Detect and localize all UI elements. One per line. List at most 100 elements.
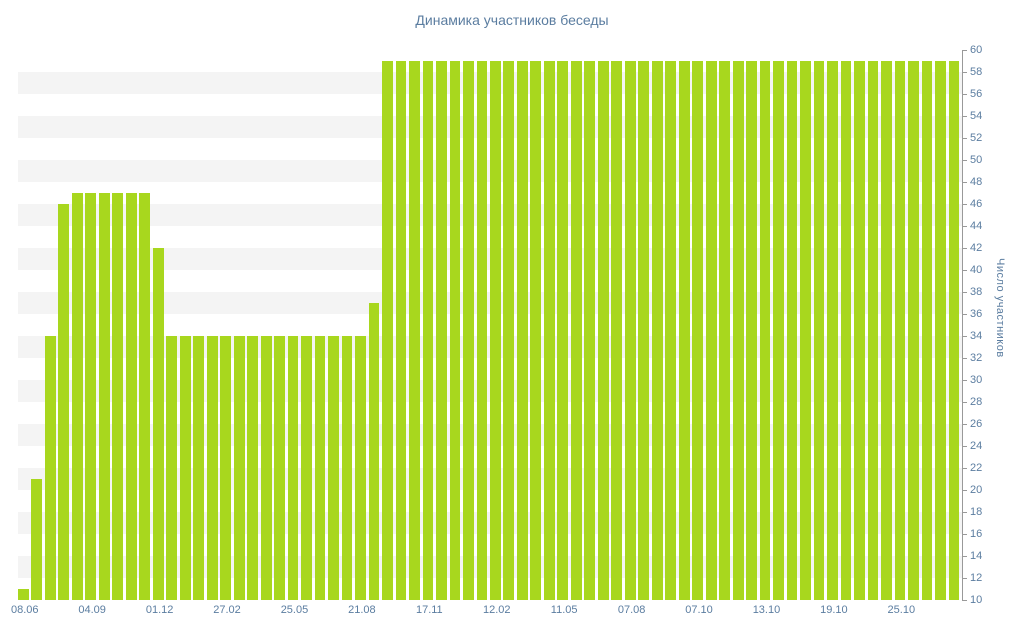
bar	[638, 61, 650, 600]
y-tick-label: 22	[970, 462, 983, 474]
y-tick-label: 30	[970, 374, 983, 386]
bar	[746, 61, 757, 600]
y-tick	[962, 94, 967, 95]
bar	[948, 61, 960, 600]
y-tick	[962, 490, 967, 491]
bar	[732, 61, 744, 600]
x-axis-label: 17.11	[415, 604, 443, 616]
y-tick-label: 12	[970, 572, 983, 584]
bar	[355, 336, 366, 600]
bar	[719, 61, 731, 600]
y-tick-label: 40	[970, 264, 983, 276]
x-axis-label: 01.12	[145, 604, 174, 616]
y-tick	[962, 160, 967, 161]
bar	[692, 61, 704, 600]
bar	[908, 61, 919, 600]
bar	[287, 336, 299, 600]
y-axis: 60 58 56 54 52 50 48 46 44 42 40 38 36 34 32 30 28 26 24 22…	[962, 44, 1022, 606]
y-axis-line	[962, 50, 963, 601]
x-axis-label: 19.10	[820, 604, 848, 616]
bar	[44, 336, 56, 600]
bar	[382, 61, 393, 600]
bar	[813, 61, 825, 600]
bar	[840, 61, 852, 600]
bar	[18, 589, 29, 600]
bar	[422, 61, 434, 600]
bar	[867, 61, 879, 600]
bar	[921, 61, 933, 600]
y-tick-label: 38	[970, 286, 983, 298]
x-axis-label: 04.09	[78, 604, 106, 616]
bar	[314, 336, 326, 600]
y-tick-label: 20	[970, 484, 983, 496]
bar	[773, 61, 784, 600]
y-tick	[962, 116, 967, 117]
bar	[58, 204, 70, 600]
y-axis-title: Число участников	[994, 258, 1006, 358]
bar	[476, 61, 488, 600]
x-axis-label: 25.10	[887, 604, 916, 616]
x-axis-label: 08.06	[10, 604, 39, 616]
y-tick-label: 18	[970, 506, 983, 518]
x-axis-label: 12.02	[482, 604, 511, 616]
bar	[328, 336, 339, 600]
bar	[98, 193, 110, 600]
y-tick	[962, 358, 967, 359]
bar	[516, 61, 528, 600]
y-tick-label: 54	[970, 110, 983, 122]
chart-title: Динамика участников беседы	[415, 12, 609, 28]
bar	[624, 61, 636, 600]
bar	[463, 61, 474, 600]
y-tick-label: 28	[970, 396, 983, 408]
y-tick	[962, 446, 967, 447]
y-tick-label: 32	[970, 352, 983, 364]
y-tick	[962, 380, 967, 381]
x-axis-label: 11.05	[550, 604, 578, 616]
y-tick-label: 58	[970, 66, 983, 78]
y-tick-label: 42	[970, 242, 983, 254]
y-tick-label: 26	[970, 418, 983, 430]
y-tick	[962, 314, 967, 315]
y-tick	[962, 578, 967, 579]
y-tick-label: 60	[970, 44, 983, 56]
y-tick-label: 34	[970, 330, 983, 342]
bar	[152, 248, 164, 600]
y-tick-label: 36	[970, 308, 983, 320]
bar	[274, 336, 285, 600]
y-tick	[962, 336, 967, 337]
x-axis-label: 13.10	[752, 604, 781, 616]
bar	[166, 336, 178, 600]
y-tick	[962, 182, 967, 183]
bar	[247, 336, 259, 600]
bar	[395, 61, 407, 600]
y-tick-label: 16	[970, 528, 983, 540]
bar	[368, 303, 380, 600]
y-tick	[962, 138, 967, 139]
y-tick-label: 24	[970, 440, 983, 452]
bar	[557, 61, 569, 600]
y-tick	[962, 468, 967, 469]
y-tick-label: 56	[970, 88, 983, 100]
y-tick-label: 50	[970, 154, 983, 166]
y-tick	[962, 402, 967, 403]
y-tick	[962, 292, 967, 293]
bar	[490, 61, 501, 600]
bar	[678, 61, 690, 600]
bar	[71, 193, 83, 600]
bar	[139, 193, 151, 600]
bar	[827, 61, 838, 600]
x-axis-label: 27.02	[213, 604, 241, 616]
y-tick	[962, 556, 967, 557]
bar	[570, 61, 582, 600]
bar	[31, 479, 43, 600]
bar	[800, 61, 811, 600]
bar	[409, 61, 420, 600]
bar	[449, 61, 461, 600]
plot-area	[18, 50, 962, 600]
y-tick	[962, 204, 967, 205]
bar	[530, 61, 542, 600]
y-tick	[962, 424, 967, 425]
bar	[705, 61, 717, 600]
y-tick	[962, 600, 967, 601]
